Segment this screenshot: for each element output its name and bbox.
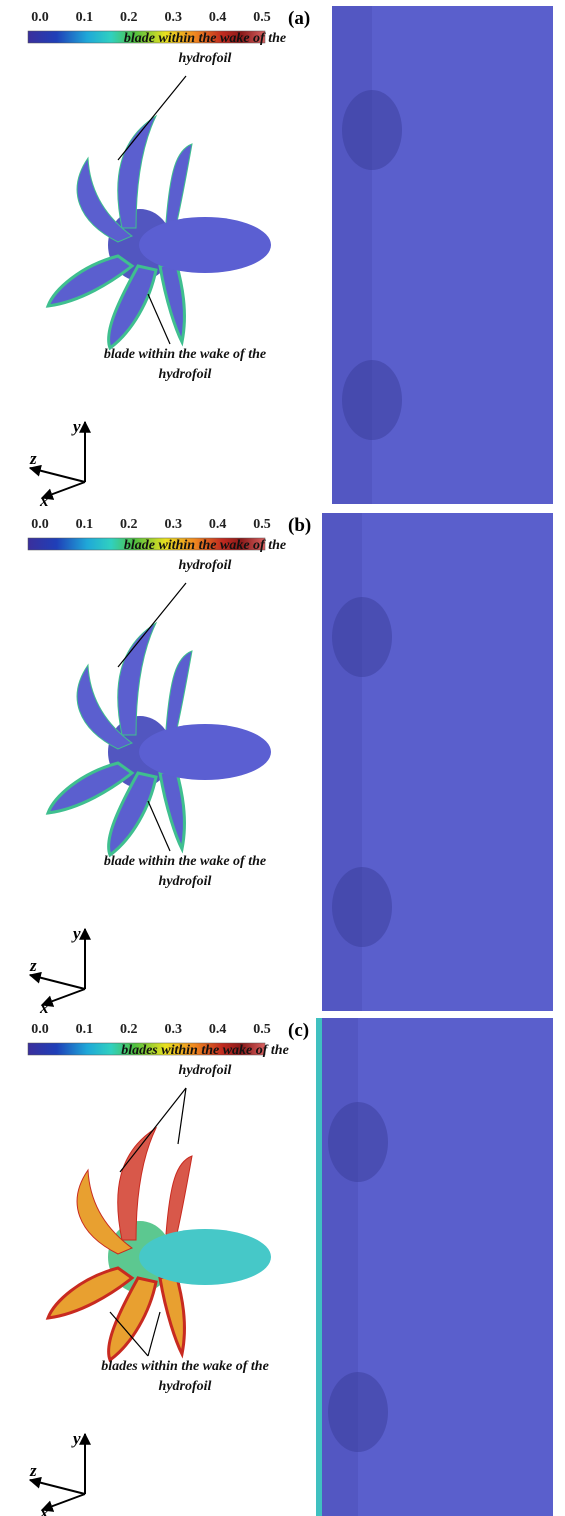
- colorbar-tick-label: 0.5: [253, 1022, 271, 1037]
- leader-line: [118, 76, 186, 160]
- blade: [166, 144, 192, 226]
- colorbar-tick-label: 0.5: [253, 10, 271, 25]
- hub: [139, 217, 271, 273]
- colorbar-tick-label: 0.4: [209, 10, 227, 25]
- panel: (b) 0.0 0.1 0.2 0.3 0.4 0.5 blade within the wa…: [28, 513, 553, 1017]
- axis-arrow: [30, 1480, 85, 1494]
- axis-label: z: [29, 956, 37, 975]
- panel-label: (c): [288, 1020, 309, 1041]
- figure-canvas: (a) 0.0 0.1 0.2 0.3 0.4 0.5 blade within the wa…: [0, 0, 565, 1516]
- colorbar-tick-label: 0.0: [31, 517, 49, 532]
- annotation: blades within the wake of the: [121, 1043, 289, 1058]
- annotation: blades within the wake of the: [101, 1359, 269, 1374]
- colorbar-tick-label: 0.3: [164, 10, 182, 25]
- blade: [48, 256, 132, 306]
- panel: (a) 0.0 0.1 0.2 0.3 0.4 0.5 blade within the wa…: [28, 6, 553, 510]
- annotation: hydrofoil: [159, 1379, 212, 1394]
- surface-spot: [342, 360, 402, 440]
- hub: [139, 724, 271, 780]
- surface-spot: [328, 1102, 388, 1182]
- surface-spot: [332, 597, 392, 677]
- leader-line: [118, 583, 186, 667]
- colorbar-tick-label: 0.2: [120, 10, 138, 25]
- colorbar-tick-label: 0.2: [120, 517, 138, 532]
- axis-label: x: [39, 1503, 49, 1516]
- colorbar-tick-label: 0.0: [31, 10, 49, 25]
- surface-spot: [342, 90, 402, 170]
- annotation: hydrofoil: [159, 874, 212, 889]
- surface-edge: [316, 1018, 322, 1516]
- annotation: hydrofoil: [179, 558, 232, 573]
- colorbar-tick-label: 0.1: [76, 517, 94, 532]
- colorbar-tick-label: 0.3: [164, 517, 182, 532]
- annotation: hydrofoil: [179, 51, 232, 66]
- blade: [166, 651, 192, 733]
- colorbar-tick-label: 0.5: [253, 517, 271, 532]
- blade: [48, 1268, 132, 1318]
- colorbar-tick-label: 0.0: [31, 1022, 49, 1037]
- leader-line: [120, 1088, 186, 1172]
- axis-label: x: [39, 491, 49, 510]
- annotation: hydrofoil: [159, 367, 212, 382]
- axis-label: y: [71, 417, 81, 436]
- colorbar-tick-label: 0.3: [164, 1022, 182, 1037]
- colorbar-tick-label: 0.4: [209, 517, 227, 532]
- annotation: blade within the wake of the: [104, 854, 266, 869]
- axis-arrow: [30, 975, 85, 989]
- annotation: blade within the wake of the: [124, 31, 286, 46]
- blade: [160, 1274, 184, 1354]
- surface-spot: [328, 1372, 388, 1452]
- blade: [166, 1156, 192, 1238]
- colorbar-tick-label: 0.1: [76, 10, 94, 25]
- colorbar-tick-label: 0.1: [76, 1022, 94, 1037]
- surface-spot: [332, 867, 392, 947]
- annotation: hydrofoil: [179, 1063, 232, 1078]
- axis-label: x: [39, 998, 49, 1017]
- colorbar-tick-label: 0.2: [120, 1022, 138, 1037]
- hub: [139, 1229, 271, 1285]
- annotation: blade within the wake of the: [104, 347, 266, 362]
- figure: (a) 0.0 0.1 0.2 0.3 0.4 0.5 blade within the wa…: [0, 0, 565, 1516]
- axis-label: z: [29, 449, 37, 468]
- colorbar-tick-label: 0.4: [209, 1022, 227, 1037]
- blade: [48, 763, 132, 813]
- panel: (c) 0.0 0.1 0.2 0.3 0.4 0.5 blades within the w…: [28, 1018, 553, 1516]
- axis-arrow: [30, 468, 85, 482]
- axis-label: y: [71, 924, 81, 943]
- axis-label: z: [29, 1461, 37, 1480]
- axis-label: y: [71, 1429, 81, 1448]
- leader-line: [148, 1312, 160, 1356]
- panel-label: (a): [288, 8, 310, 29]
- annotation: blade within the wake of the: [124, 538, 286, 553]
- panel-label: (b): [288, 515, 311, 536]
